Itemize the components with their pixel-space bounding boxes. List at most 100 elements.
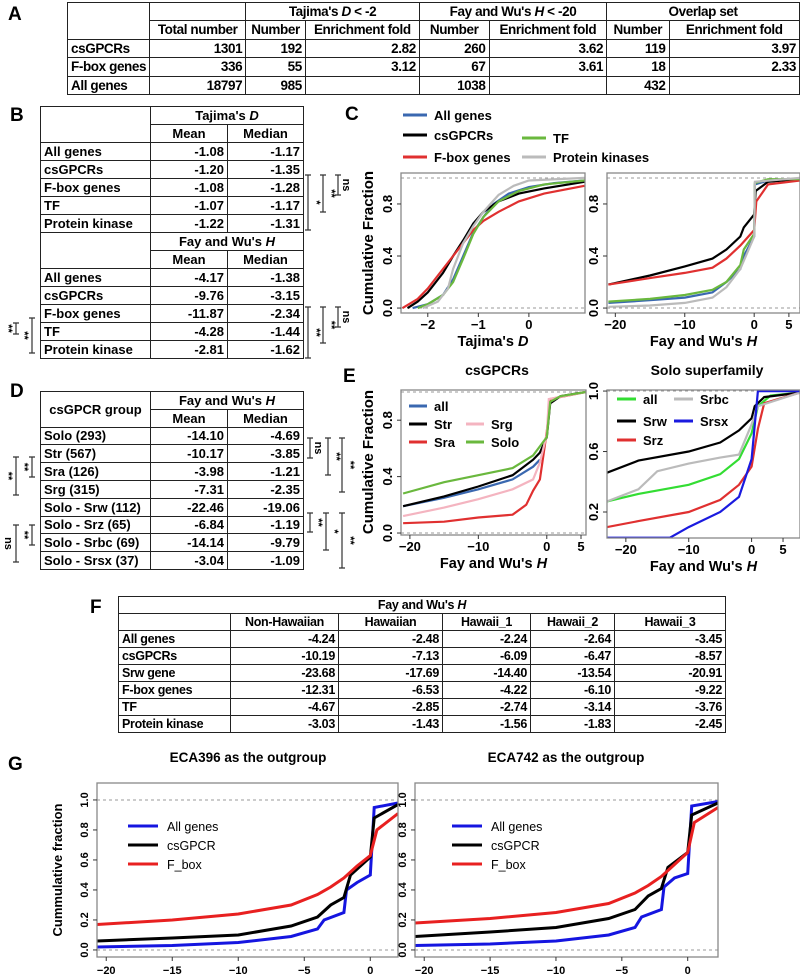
cell-value: 336 bbox=[149, 57, 247, 77]
cell-value: 119 bbox=[606, 38, 670, 59]
cell-value: -1.83 bbox=[530, 715, 615, 733]
significance-bracket: * bbox=[323, 512, 340, 551]
cell-value: -13.54 bbox=[530, 664, 615, 682]
cell-value bbox=[304, 75, 420, 95]
series-line-all-genes bbox=[415, 800, 718, 947]
chart-title: csGPCRs bbox=[465, 362, 529, 378]
cell-value: -6.84 bbox=[150, 515, 228, 535]
y-tick-label: 0.2 bbox=[586, 503, 601, 521]
cell-value: -1.17 bbox=[227, 196, 304, 215]
y-axis-label: Cumulative Fraction bbox=[360, 171, 377, 315]
table-row: F-box genes 336 55 3.12 67 3.61 18 2.33 bbox=[66, 57, 800, 77]
series-line-tf bbox=[417, 179, 585, 310]
row-label: F-box genes bbox=[40, 178, 151, 197]
column-header bbox=[40, 232, 151, 269]
significance-label: ** bbox=[18, 531, 30, 540]
significance-bracket: ns bbox=[2, 524, 19, 563]
header-row: Mean Median bbox=[41, 124, 304, 143]
cell-value: -3.03 bbox=[230, 715, 339, 733]
legend-label: Srsx bbox=[700, 414, 729, 429]
x-tick-label: −20 bbox=[97, 965, 116, 977]
y-tick-label: 0.8 bbox=[79, 822, 91, 837]
x-tick-label: −10 bbox=[547, 965, 566, 977]
series-line-all-genes bbox=[412, 179, 585, 310]
x-tick-label: 5 bbox=[785, 317, 792, 332]
legend: all Str Sra Srg Solo bbox=[409, 399, 519, 450]
series-line-f-box bbox=[415, 806, 718, 925]
significance-label: ** bbox=[2, 472, 14, 481]
panel-label-f: F bbox=[90, 597, 102, 618]
x-tick-label: −10 bbox=[467, 539, 489, 554]
y-tick-label: 0.2 bbox=[79, 912, 91, 927]
y-tick-label: 0.0 bbox=[586, 299, 601, 317]
cell-value: -3.45 bbox=[614, 630, 726, 648]
legend-label: F_box bbox=[491, 858, 526, 872]
significance-label: ** bbox=[325, 189, 337, 198]
cell-value: -2.81 bbox=[150, 340, 228, 359]
cell-value: -1.62 bbox=[227, 340, 304, 359]
x-tick-label: −15 bbox=[163, 965, 182, 977]
significance-bracket: ** bbox=[339, 512, 356, 569]
series-line-srw bbox=[607, 391, 800, 474]
series-line-f-box-genes bbox=[608, 179, 800, 286]
cell-value: 67 bbox=[418, 57, 490, 77]
cell-value: -7.13 bbox=[338, 647, 443, 665]
significance-bracket: ** bbox=[307, 512, 324, 533]
significance-bracket: ** bbox=[320, 174, 337, 213]
chart-c-0: −2 −1 0 0.0 0.4 0.8 Tajima's D Cumulative Fract… bbox=[360, 108, 649, 350]
y-tick-label: 0.4 bbox=[380, 467, 395, 486]
row-label: Str (567) bbox=[40, 444, 151, 464]
chart-e-3: −20 −10 0 5 0.2 0.6 1.0 Fay and Wu's H Solo supe… bbox=[586, 362, 800, 575]
table-row: csGPCRs -10.19 -7.13 -6.09 -6.47 -8.57 bbox=[118, 647, 726, 665]
significance-bracket: ns bbox=[335, 306, 352, 328]
table-row: csGPCRs 1301 192 2.82 260 3.62 119 3.97 bbox=[66, 38, 800, 59]
column-header: Fay and Wu's H bbox=[150, 391, 304, 410]
cell-value: -3.76 bbox=[614, 698, 726, 716]
x-tick-label: −5 bbox=[616, 965, 629, 977]
significance-label: ns bbox=[340, 311, 352, 324]
cell-value: -3.04 bbox=[150, 551, 228, 570]
table-row: Protein kinase -3.03 -1.43 -1.56 -1.83 -2.45 bbox=[118, 715, 726, 733]
cell-value: -1.09 bbox=[227, 551, 304, 570]
plot-frame bbox=[96, 782, 399, 958]
y-tick-label: 1.0 bbox=[586, 382, 601, 400]
row-label: Protein kinase bbox=[118, 715, 231, 733]
table-f-populations: Fay and Wu's H Non-Hawaiian Hawaiian Hawaii… bbox=[118, 596, 726, 733]
legend-label: F_box bbox=[167, 858, 202, 872]
x-tick-label: −20 bbox=[415, 965, 434, 977]
y-tick-label: 0.6 bbox=[586, 442, 601, 460]
plot-frame bbox=[414, 782, 719, 958]
legend-label: TF bbox=[553, 131, 569, 146]
chart-g-5: −20 −15 −10 −5 0 0.0 0.2 0.4 0.6 0.8 1.0 Fay and Wu… bbox=[397, 750, 719, 979]
significance-bracket: ** bbox=[2, 322, 19, 335]
legend: All genes csGPCR F_box bbox=[452, 820, 542, 872]
x-tick-label: −20 bbox=[615, 542, 637, 557]
cell-value: -4.22 bbox=[442, 681, 531, 699]
significance-label: ** bbox=[18, 331, 30, 340]
y-tick-label: 0.0 bbox=[397, 942, 409, 957]
legend-label: Srw bbox=[643, 414, 668, 429]
column-header: Enrichment fold bbox=[488, 20, 608, 40]
cell-value: -3.85 bbox=[227, 444, 304, 464]
significance-label: ** bbox=[310, 328, 322, 337]
y-tick-label: 1.0 bbox=[79, 792, 91, 807]
table-row: TF -1.07 -1.17 bbox=[40, 196, 304, 215]
chart-e-2: −20 −10 0 5 0.0 0.4 0.8 Fay and Wu's H Cumulativ… bbox=[360, 362, 587, 572]
x-tick-label: −10 bbox=[678, 542, 700, 557]
table-row: Srg (315) -7.31 -2.35 bbox=[40, 479, 304, 499]
cell-value: 985 bbox=[245, 75, 306, 95]
chart-g-4: −20 −15 −10 −5 0 0.0 0.2 0.4 0.6 0.8 1.0 Fay and Wu… bbox=[50, 750, 399, 979]
cell-value: -1.56 bbox=[442, 715, 531, 733]
legend-label: All genes bbox=[491, 820, 542, 834]
legend-label: F-box genes bbox=[434, 150, 511, 165]
series-line-srsx bbox=[607, 390, 800, 538]
cell-value: -19.06 bbox=[227, 497, 304, 517]
cell-value: 3.62 bbox=[488, 38, 608, 59]
table-row: All genes 18797 985 1038 432 bbox=[66, 75, 800, 95]
significance-label: * bbox=[310, 200, 322, 205]
column-header: Overlap set bbox=[606, 1, 800, 22]
y-tick-label: 0.0 bbox=[380, 524, 395, 542]
cell-value: -4.17 bbox=[150, 268, 228, 287]
